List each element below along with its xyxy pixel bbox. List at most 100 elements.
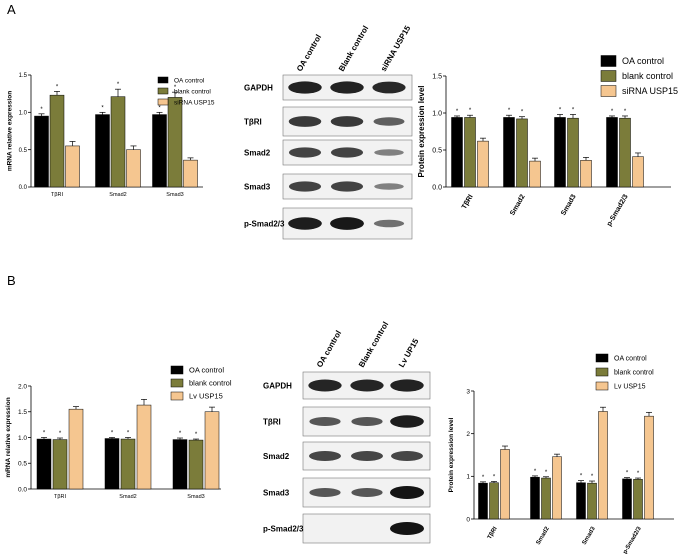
significance-star: * bbox=[174, 85, 177, 91]
bar bbox=[68, 408, 84, 490]
bar bbox=[152, 114, 167, 188]
y-tick-label: 0.5 bbox=[432, 147, 442, 154]
protein-band bbox=[308, 379, 342, 392]
legend-entry: blank control bbox=[614, 369, 654, 376]
bar bbox=[95, 114, 110, 188]
bar bbox=[451, 117, 463, 188]
protein-band bbox=[374, 183, 404, 190]
legend-swatch bbox=[157, 76, 169, 84]
bar bbox=[49, 94, 65, 188]
x-tick-label: TβRI bbox=[461, 193, 475, 210]
x-tick-label: Smad3 bbox=[582, 525, 597, 546]
y-axis-title: mRNA relative expression bbox=[5, 397, 12, 477]
x-tick-label: p-Smad2/3 bbox=[622, 525, 643, 554]
bar bbox=[503, 117, 515, 188]
significance-star: * bbox=[580, 474, 583, 480]
bar-chart-a-left: 0.0 0.5 1.0 1.5 mRNA relative expression * * Tβ… bbox=[6, 73, 214, 198]
protein-band bbox=[390, 379, 424, 392]
protein-band bbox=[372, 81, 406, 94]
protein-band bbox=[390, 486, 424, 499]
bar bbox=[167, 97, 183, 188]
y-axis-title: Protein expression level bbox=[417, 85, 426, 177]
bar bbox=[530, 476, 540, 520]
significance-star: * bbox=[626, 471, 629, 477]
protein-band bbox=[351, 451, 383, 461]
x-tick-label: p-Smad2/3 bbox=[606, 193, 630, 227]
legend-entry: blank control bbox=[174, 88, 211, 95]
bar bbox=[126, 149, 141, 188]
y-tick-label: 2.0 bbox=[18, 383, 27, 390]
bar bbox=[65, 145, 80, 188]
legend-swatch bbox=[600, 55, 617, 67]
bar bbox=[529, 160, 541, 188]
significance-star: * bbox=[101, 105, 104, 111]
panel-label-b: B bbox=[7, 273, 16, 288]
x-tick-label: TβRI bbox=[51, 192, 63, 198]
bar bbox=[478, 482, 488, 520]
bar bbox=[34, 115, 49, 188]
significance-star: * bbox=[195, 432, 198, 438]
x-tick-label: Smad2 bbox=[509, 193, 527, 216]
x-tick-label: Smad2 bbox=[109, 192, 126, 198]
panel-label-a: A bbox=[7, 2, 16, 17]
bar bbox=[489, 482, 499, 520]
y-tick-label: 1 bbox=[466, 474, 470, 481]
western-blot-a: OA control Blank control siRNA USP15 GAPDH T… bbox=[244, 24, 413, 240]
y-tick-label: 0.5 bbox=[19, 148, 28, 154]
y-axis-title: Protein expression level bbox=[448, 417, 455, 492]
protein-band bbox=[330, 147, 364, 158]
bar bbox=[598, 411, 608, 520]
bar bbox=[136, 404, 152, 490]
bar bbox=[576, 482, 586, 520]
protein-band bbox=[330, 181, 364, 192]
bar bbox=[622, 478, 632, 520]
blot-row-label: Smad3 bbox=[263, 489, 290, 498]
protein-band bbox=[288, 116, 322, 127]
y-tick-label: 1.0 bbox=[19, 110, 28, 116]
bar bbox=[52, 439, 68, 490]
legend-swatch bbox=[595, 381, 609, 391]
y-axis-title: mRNA relative expression bbox=[6, 91, 13, 171]
bar bbox=[541, 477, 551, 520]
significance-star: * bbox=[572, 107, 575, 113]
significance-star: * bbox=[59, 431, 62, 437]
significance-star: * bbox=[43, 431, 46, 437]
legend-entry: OA control bbox=[189, 366, 224, 375]
bar bbox=[552, 456, 562, 520]
y-tick-label: 1.0 bbox=[432, 110, 442, 117]
protein-band bbox=[309, 417, 341, 426]
y-tick-label: 0.5 bbox=[18, 461, 27, 468]
bar bbox=[183, 159, 198, 188]
significance-star: * bbox=[521, 110, 524, 116]
bar-chart-b-left: 0.0 0.5 1.0 1.5 2.0 mRNA relative expression *… bbox=[5, 366, 232, 500]
legend-entry: blank control bbox=[189, 379, 232, 388]
protein-band bbox=[330, 217, 364, 230]
significance-star: * bbox=[111, 431, 114, 437]
protein-band bbox=[390, 415, 424, 428]
western-blot-b: OA control Blank control Lv UP15 GAPDH TβRI S… bbox=[263, 320, 431, 544]
legend-swatch bbox=[157, 98, 169, 106]
legend-swatch bbox=[595, 353, 609, 363]
blot-row-label: TβRI bbox=[244, 118, 262, 127]
bar bbox=[554, 117, 566, 188]
blot-row-label: Smad2 bbox=[244, 149, 271, 158]
protein-band bbox=[330, 116, 364, 127]
y-tick-label: 3 bbox=[466, 388, 470, 395]
bar bbox=[500, 449, 510, 520]
blot-column-header: OA control bbox=[295, 33, 323, 73]
legend-entry: blank control bbox=[622, 71, 673, 81]
legend-entry: OA control bbox=[614, 355, 647, 362]
x-tick-label: TβRI bbox=[487, 526, 499, 541]
blot-column-header: siRNA USP15 bbox=[379, 24, 413, 73]
blot-column-header: OA control bbox=[315, 329, 343, 369]
legend-entry: OA control bbox=[174, 77, 205, 84]
significance-star: * bbox=[179, 431, 182, 437]
y-tick-label: 2 bbox=[466, 431, 470, 438]
significance-star: * bbox=[117, 82, 120, 88]
bar bbox=[477, 140, 489, 188]
x-tick-label: Smad2 bbox=[536, 525, 551, 546]
legend-swatch bbox=[170, 391, 184, 401]
y-tick-label: 0.0 bbox=[432, 184, 442, 191]
bar bbox=[204, 411, 220, 490]
